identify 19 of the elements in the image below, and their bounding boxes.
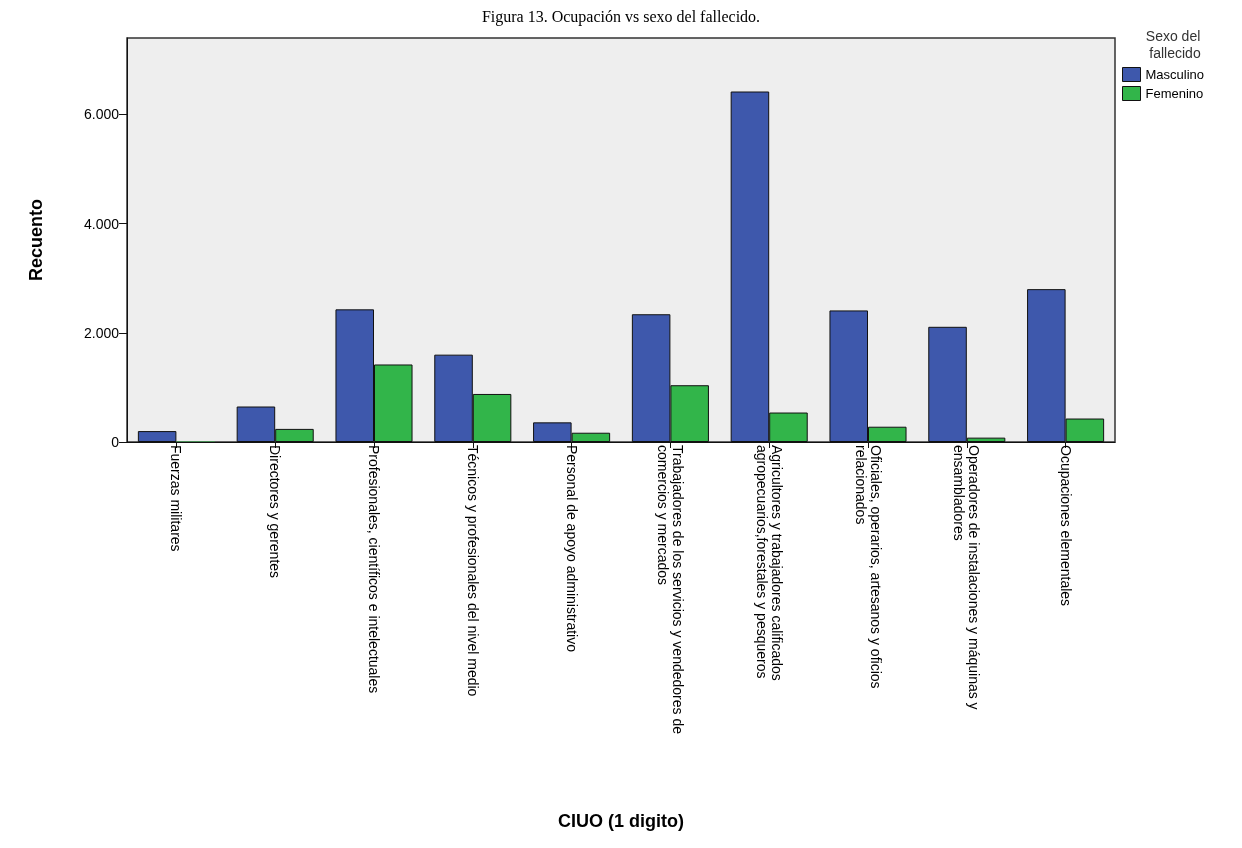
y-tick-label: 6.000: [83, 106, 120, 123]
x-axis-title: CIUO (1 digito): [558, 811, 684, 831]
x-tick-label: Trabajadores de los servicios y vendedores de comercios y mercados: [654, 445, 686, 738]
y-tick-label: 4.000: [83, 215, 120, 232]
y-tick-label: 2.000: [83, 324, 120, 341]
x-tick-label: Fuerzas militares: [168, 445, 185, 552]
y-tick-label: 0: [111, 434, 120, 450]
x-tick-label: Profesionales, científicos e intelectuales: [366, 445, 382, 694]
legend-title: Sexo del fallecido: [1145, 27, 1205, 61]
chart-title: Figura 13. Ocupación vs sexo del fallecido.: [481, 7, 761, 26]
x-tick-label: Oficiales, operarios, artesanos y oficios relacionados: [852, 445, 884, 693]
legend-label: Femenino: [1145, 86, 1204, 101]
x-tick-label: Operadores de instalaciones y máquinas y ensambladores: [951, 445, 983, 714]
x-tick-label: Técnicos y profesionales del nivel medio: [464, 445, 481, 697]
x-tick-label: Personal de apoyo administrativo: [563, 445, 580, 653]
x-tick-label: Ocupaciones elementales: [1057, 445, 1074, 607]
legend-label: Masculino: [1145, 67, 1205, 82]
x-tick-label: Directores y gerentes: [267, 445, 284, 579]
y-axis-title: Recuento: [26, 198, 46, 282]
